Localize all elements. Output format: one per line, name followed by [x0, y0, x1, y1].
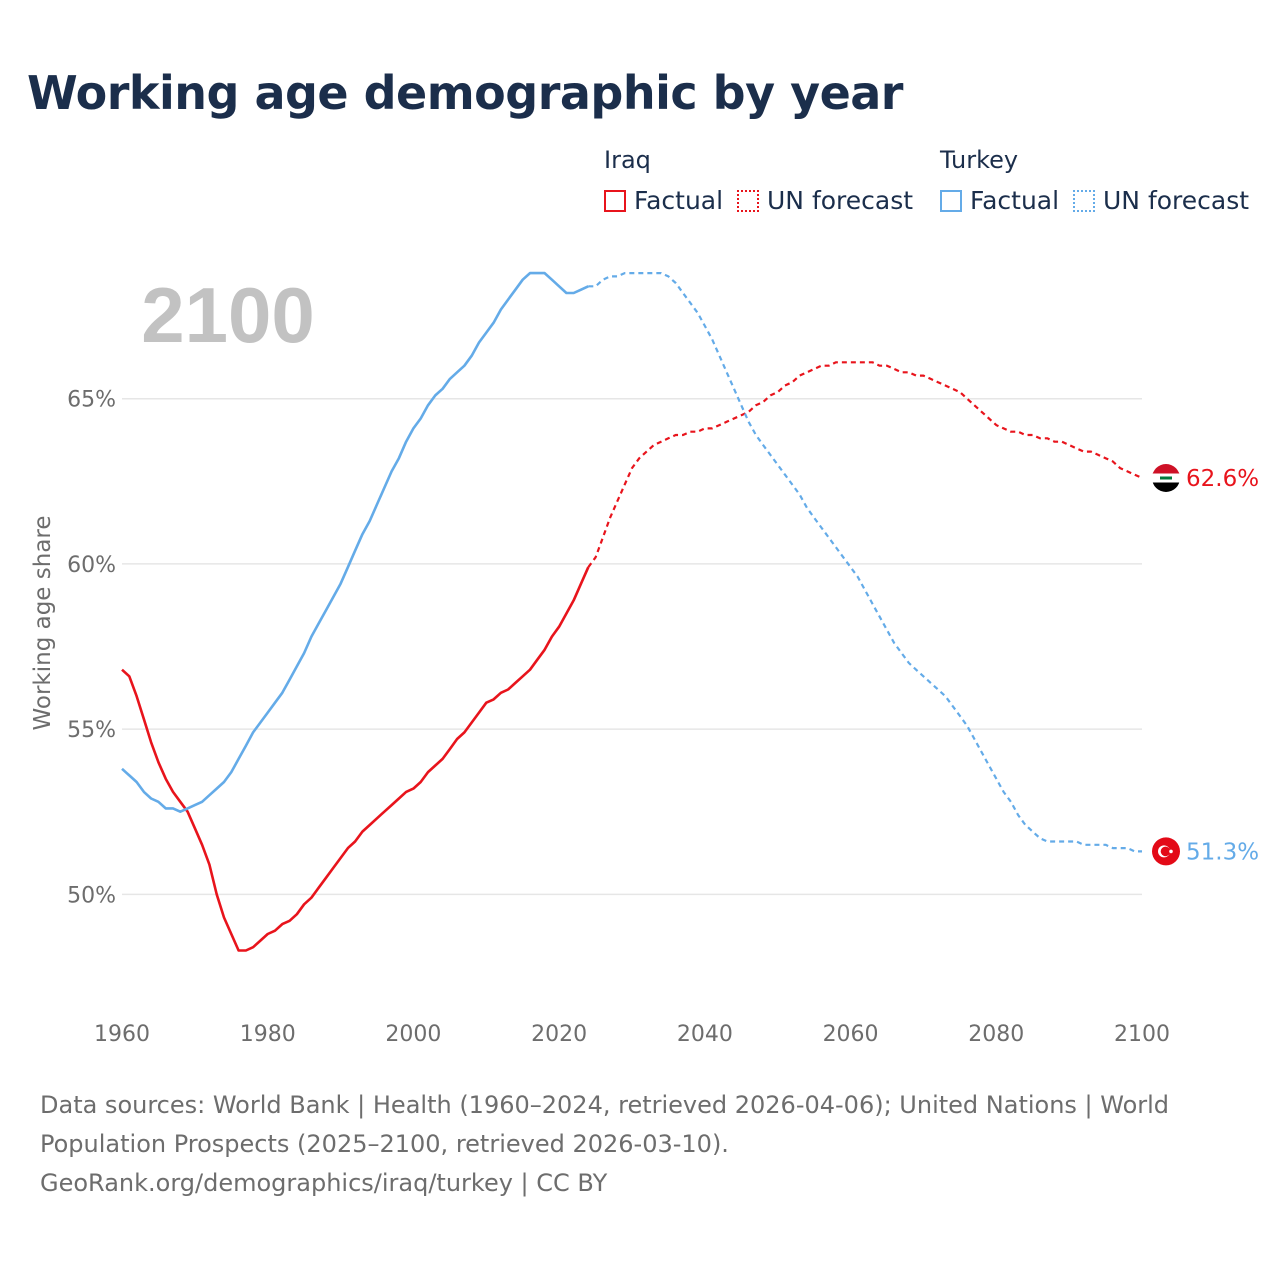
iraq-end-value: 62.6% [1186, 466, 1259, 492]
line-chart: 2100 50% 55% 60% 65% 1960 1980 2000 2020 2040 20… [30, 271, 1259, 1047]
y-axis-ticks: 50% 55% 60% 65% [67, 388, 116, 909]
x-tick-label: 2040 [677, 1022, 733, 1047]
legend-swatch-turkey-forecast [1073, 189, 1095, 212]
y-axis-label: Working age share [30, 515, 56, 730]
chart-title: Working age demographic by year [27, 66, 904, 120]
legend-turkey-title: Turkey [940, 146, 1019, 174]
turkey-forecast-line [588, 272, 1142, 853]
x-tick-label: 2020 [531, 1022, 587, 1047]
legend-iraq-factual[interactable]: Factual [604, 186, 723, 215]
iraq-factual-line [121, 566, 590, 952]
turkey-factual-line [121, 271, 589, 813]
legend-label: UN forecast [1103, 186, 1250, 215]
source-credit: GeoRank.org/demographics/iraq/turkey | C… [40, 1169, 608, 1197]
legend-label: UN forecast [767, 186, 914, 215]
legend-label: Factual [634, 186, 724, 215]
legend-swatch-iraq-factual [604, 189, 626, 212]
legend-turkey-factual[interactable]: Factual [940, 186, 1059, 215]
year-overlay: 2100 [141, 271, 315, 359]
source-line: Data sources: World Bank | Health (1960–… [40, 1091, 1170, 1158]
turkey-flag-icon [1152, 837, 1180, 866]
legend-iraq-title: Iraq [604, 146, 651, 174]
x-axis-ticks: 1960 1980 2000 2020 2040 2060 2080 2100 [94, 1022, 1170, 1047]
series-lines [121, 271, 1143, 952]
x-tick-label: 2100 [1114, 1022, 1170, 1047]
x-tick-label: 1960 [94, 1022, 150, 1047]
y-tick-label: 50% [67, 883, 116, 908]
turkey-end-value: 51.3% [1186, 839, 1259, 865]
x-tick-label: 1980 [240, 1022, 296, 1047]
iraq-forecast-line [587, 361, 1143, 568]
gridlines [122, 397, 1142, 896]
y-tick-label: 65% [67, 388, 116, 413]
legend-swatch-iraq-forecast [737, 189, 759, 212]
end-markers: 62.6% 51.3% [1152, 464, 1259, 866]
x-tick-label: 2000 [385, 1022, 441, 1047]
legend-swatch-turkey-factual [940, 189, 962, 212]
y-tick-label: 60% [67, 553, 116, 578]
legend-label: Factual [970, 186, 1060, 215]
y-tick-label: 55% [67, 718, 116, 743]
iraq-flag-icon [1152, 464, 1180, 492]
x-tick-label: 2060 [823, 1022, 879, 1047]
legend-turkey-forecast[interactable]: UN forecast [1073, 186, 1249, 215]
x-tick-label: 2080 [968, 1022, 1024, 1047]
legend-iraq-forecast[interactable]: UN forecast [737, 186, 913, 215]
source-note: Data sources: World Bank | Health (1960–… [40, 1086, 1220, 1203]
